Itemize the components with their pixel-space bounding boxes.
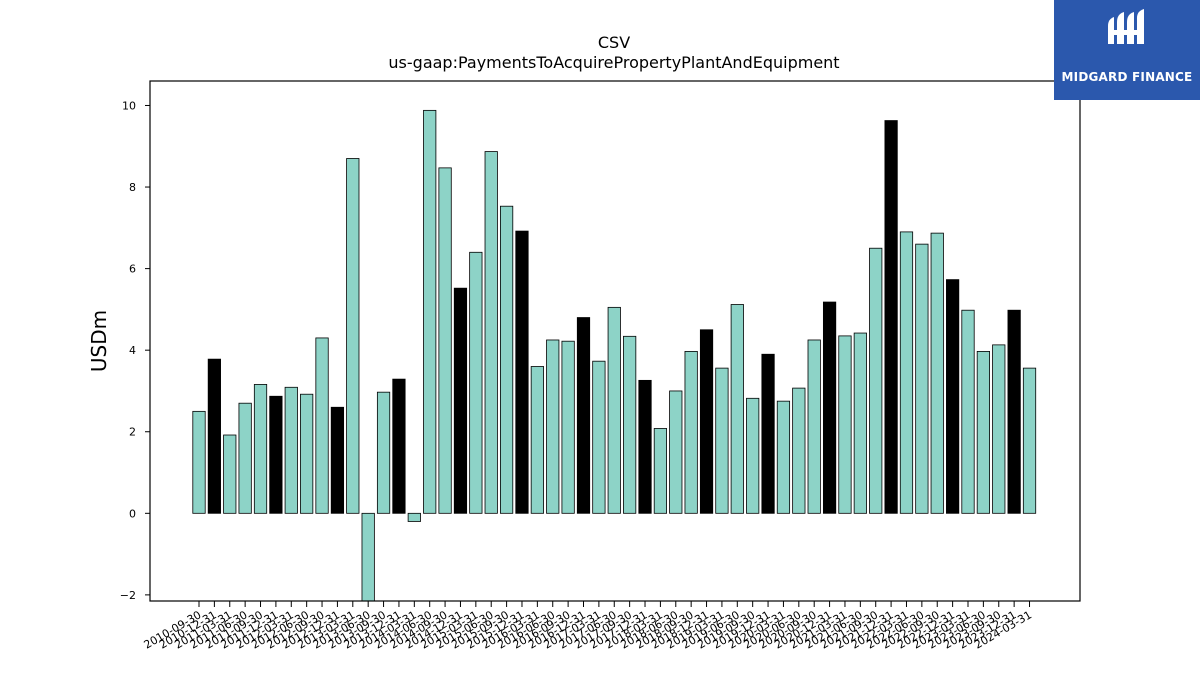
plot-frame bbox=[149, 80, 1081, 602]
y-tick-label: 4 bbox=[129, 344, 136, 357]
bar-2022-09-30 bbox=[930, 232, 944, 514]
bar-2016-06-30 bbox=[546, 339, 560, 514]
bar-2021-12-31 bbox=[884, 120, 898, 514]
y-tick-label: −2 bbox=[120, 589, 136, 602]
bar-2018-12-31 bbox=[699, 329, 714, 514]
bar-2018-03-31 bbox=[653, 428, 668, 514]
bar-2022-03-31 bbox=[899, 231, 914, 514]
bar-series bbox=[192, 109, 1037, 601]
y-axis: −2 0 2 4 6 8 10 bbox=[120, 99, 150, 602]
bar-2023-12-31 bbox=[1007, 309, 1021, 514]
bar-2016-03-31 bbox=[530, 366, 544, 514]
bar-2015-03-31 bbox=[469, 251, 483, 514]
bar-2011-03-31 bbox=[223, 434, 237, 514]
bar-2021-03-31 bbox=[838, 335, 852, 514]
bar-2024-03-31 bbox=[1022, 367, 1037, 514]
brand-logo: MIDGARD FINANCE bbox=[1054, 0, 1200, 100]
x-axis: 2010-09-302010-12-312011-03-312011-06-30… bbox=[142, 601, 1034, 652]
bar-2019-03-31 bbox=[715, 367, 729, 514]
y-tick-label: 2 bbox=[129, 426, 136, 439]
bar-2013-09-30 bbox=[376, 391, 391, 514]
bar-2015-06-30 bbox=[484, 151, 498, 514]
bar-2018-09-30 bbox=[684, 350, 698, 514]
bar-2016-12-31 bbox=[576, 317, 591, 514]
bar-2014-03-31 bbox=[407, 512, 421, 522]
y-axis-label: USDm bbox=[87, 310, 111, 372]
y-tick-label: 6 bbox=[129, 263, 136, 276]
bar-2017-12-31 bbox=[638, 379, 652, 514]
bar-2022-06-30 bbox=[915, 243, 929, 514]
bar-2023-03-31 bbox=[961, 309, 975, 514]
bar-2012-03-31 bbox=[284, 386, 298, 514]
bar-2013-03-31 bbox=[346, 158, 360, 514]
bar-2014-12-31 bbox=[453, 287, 468, 514]
bar-2017-09-30 bbox=[623, 335, 637, 514]
bar-2011-06-30 bbox=[238, 402, 252, 514]
bar-2021-06-30 bbox=[853, 332, 867, 514]
chart-subtitle: us-gaap:PaymentsToAcquirePropertyPlantAn… bbox=[388, 53, 839, 72]
bar-2015-09-30 bbox=[499, 205, 514, 514]
bar-2013-12-31 bbox=[392, 378, 406, 514]
bar-2019-09-30 bbox=[746, 397, 760, 514]
bar-2012-09-30 bbox=[315, 337, 329, 514]
bar-2014-06-30 bbox=[423, 109, 437, 514]
bar-2023-09-30 bbox=[992, 344, 1006, 514]
bar-2019-06-30 bbox=[730, 304, 744, 514]
bar-2013-06-30 bbox=[361, 512, 375, 601]
bar-2011-12-31 bbox=[269, 395, 283, 514]
bar-2010-09-30 bbox=[192, 410, 206, 514]
bar-2014-09-30 bbox=[438, 167, 452, 514]
bar-2022-12-31 bbox=[946, 279, 960, 514]
bar-2019-12-31 bbox=[761, 353, 775, 514]
bar-2011-09-30 bbox=[253, 384, 268, 514]
midgard-logo-icon bbox=[1108, 9, 1144, 44]
bar-2017-03-31 bbox=[592, 360, 606, 514]
bar-2016-09-30 bbox=[561, 340, 575, 514]
y-tick-label: 10 bbox=[122, 99, 136, 112]
bar-2020-12-31 bbox=[822, 301, 837, 514]
bar-2017-06-30 bbox=[607, 306, 621, 514]
bar-2020-06-30 bbox=[792, 387, 806, 514]
bar-2020-09-30 bbox=[807, 339, 821, 514]
bar-2012-06-30 bbox=[300, 393, 314, 514]
bar-2021-09-30 bbox=[869, 247, 883, 514]
chart-title: CSV bbox=[598, 33, 630, 52]
y-tick-label: 0 bbox=[129, 507, 136, 520]
y-tick-label: 8 bbox=[129, 181, 136, 194]
bar-2018-06-30 bbox=[669, 390, 683, 514]
bar-2012-12-31 bbox=[330, 406, 345, 514]
logo-text: MIDGARD FINANCE bbox=[1061, 70, 1193, 84]
bar-2023-06-30 bbox=[976, 350, 990, 514]
bar-2020-03-31 bbox=[776, 400, 791, 514]
bar-2010-12-31 bbox=[207, 358, 221, 514]
bar-2015-12-31 bbox=[515, 230, 529, 514]
